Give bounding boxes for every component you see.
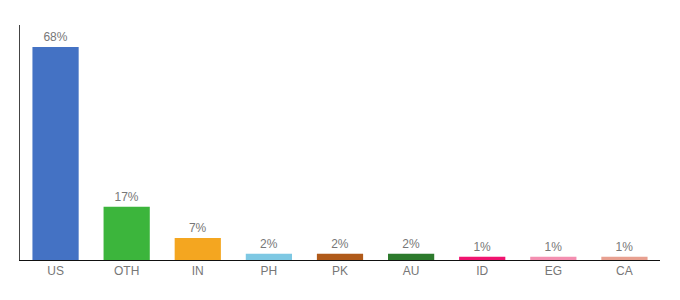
svg-text:AU: AU [403,264,420,278]
svg-text:IN: IN [192,264,204,278]
svg-text:2%: 2% [260,237,278,251]
svg-text:1%: 1% [473,240,491,254]
svg-text:EG: EG [545,264,562,278]
svg-text:CA: CA [616,264,633,278]
svg-text:PK: PK [332,264,348,278]
svg-text:ID: ID [476,264,488,278]
svg-text:OTH: OTH [114,264,139,278]
svg-text:1%: 1% [544,240,562,254]
svg-text:2%: 2% [331,237,349,251]
svg-text:68%: 68% [43,30,67,44]
svg-text:1%: 1% [616,240,634,254]
svg-text:7%: 7% [189,221,207,235]
svg-text:2%: 2% [402,237,420,251]
svg-text:PH: PH [261,264,278,278]
svg-text:17%: 17% [114,190,138,204]
svg-text:US: US [47,264,64,278]
